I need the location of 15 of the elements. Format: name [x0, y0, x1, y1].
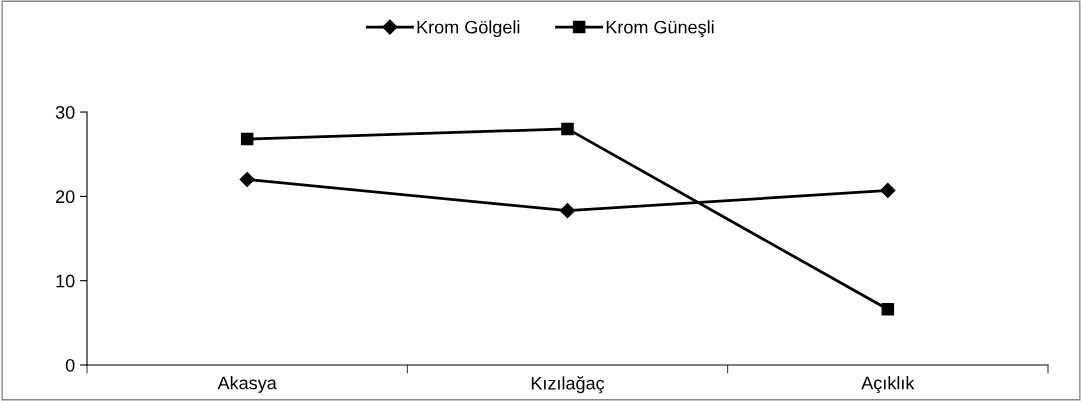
point: [561, 122, 574, 136]
point: [880, 182, 896, 199]
legend-label: Krom Güneşli: [606, 20, 714, 38]
point: [240, 132, 254, 146]
point: [881, 303, 895, 316]
y-tick-label: 10: [56, 274, 75, 288]
x-tick-label: Akasya: [217, 376, 277, 393]
legend-label: Krom Gölgeli: [417, 20, 520, 38]
x-tick-label: Kızılağaç: [531, 376, 605, 394]
x-tick-label: Açıklık: [861, 376, 915, 394]
point: [239, 171, 255, 188]
point: [559, 203, 576, 219]
y-tick-label: 0: [65, 358, 75, 372]
y-tick-label: 30: [55, 105, 75, 119]
y-tick-label: 20: [56, 190, 75, 204]
